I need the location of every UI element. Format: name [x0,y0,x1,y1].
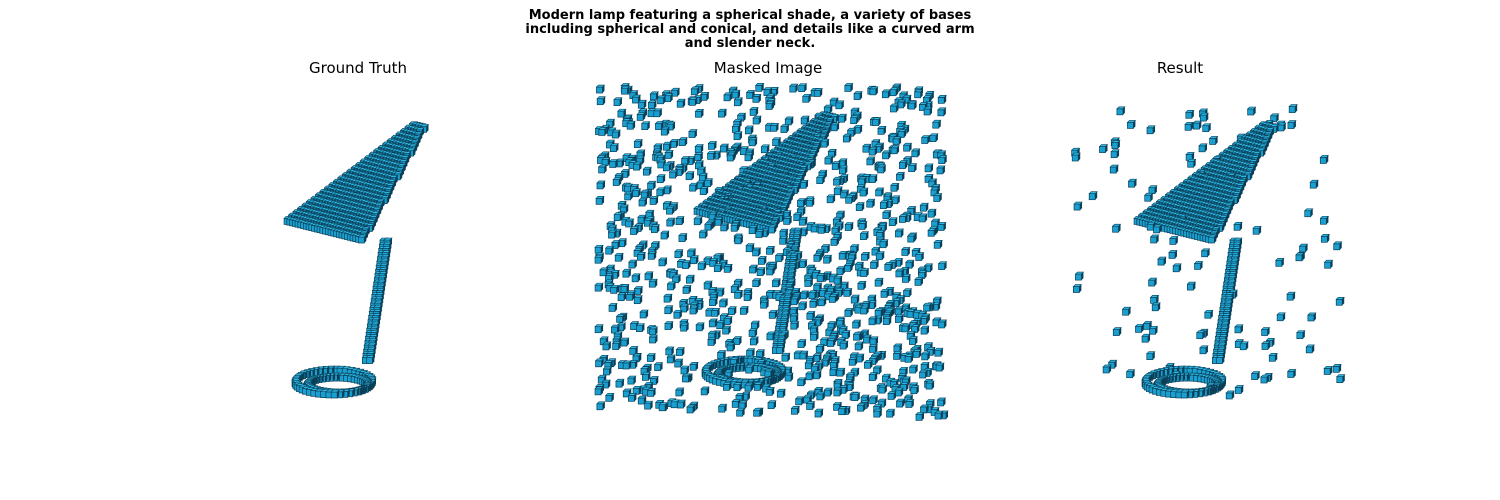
figure-title-line-3: and slender neck. [684,36,816,51]
ground-truth-voxel-plot [283,121,430,399]
panel-title-result: Result [1156,59,1204,77]
result-voxel-plot [1070,104,1346,400]
panel-title-masked-image: Masked Image [713,59,823,77]
masked-image-voxel-plot [594,83,949,421]
panel-title-ground-truth: Ground Truth [309,59,407,77]
figure-title-line-1: Modern lamp featuring a spherical shade,… [528,8,972,23]
figure-title: Modern lamp featuring a spherical shade,… [0,9,1500,51]
figure-title-line-2: including spherical and conical, and det… [525,22,975,37]
